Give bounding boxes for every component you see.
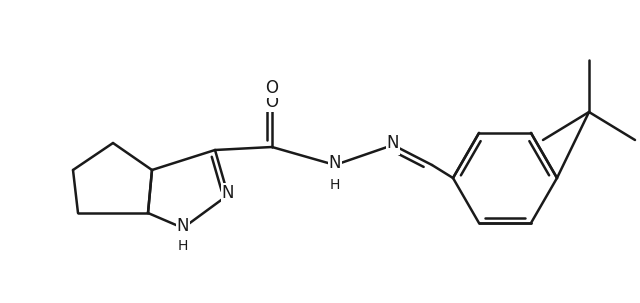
Text: N: N — [329, 156, 341, 174]
Text: N: N — [177, 217, 189, 235]
Text: H: H — [330, 178, 340, 192]
Text: N: N — [221, 186, 234, 204]
Text: N: N — [387, 136, 399, 154]
Text: N: N — [329, 154, 341, 172]
Text: N: N — [177, 219, 189, 237]
Text: H: H — [178, 239, 188, 253]
Text: N: N — [221, 184, 234, 202]
Text: O: O — [266, 79, 278, 97]
Text: H: H — [330, 178, 340, 192]
Text: H: H — [178, 241, 188, 255]
Text: O: O — [266, 93, 278, 111]
Text: N: N — [387, 134, 399, 152]
